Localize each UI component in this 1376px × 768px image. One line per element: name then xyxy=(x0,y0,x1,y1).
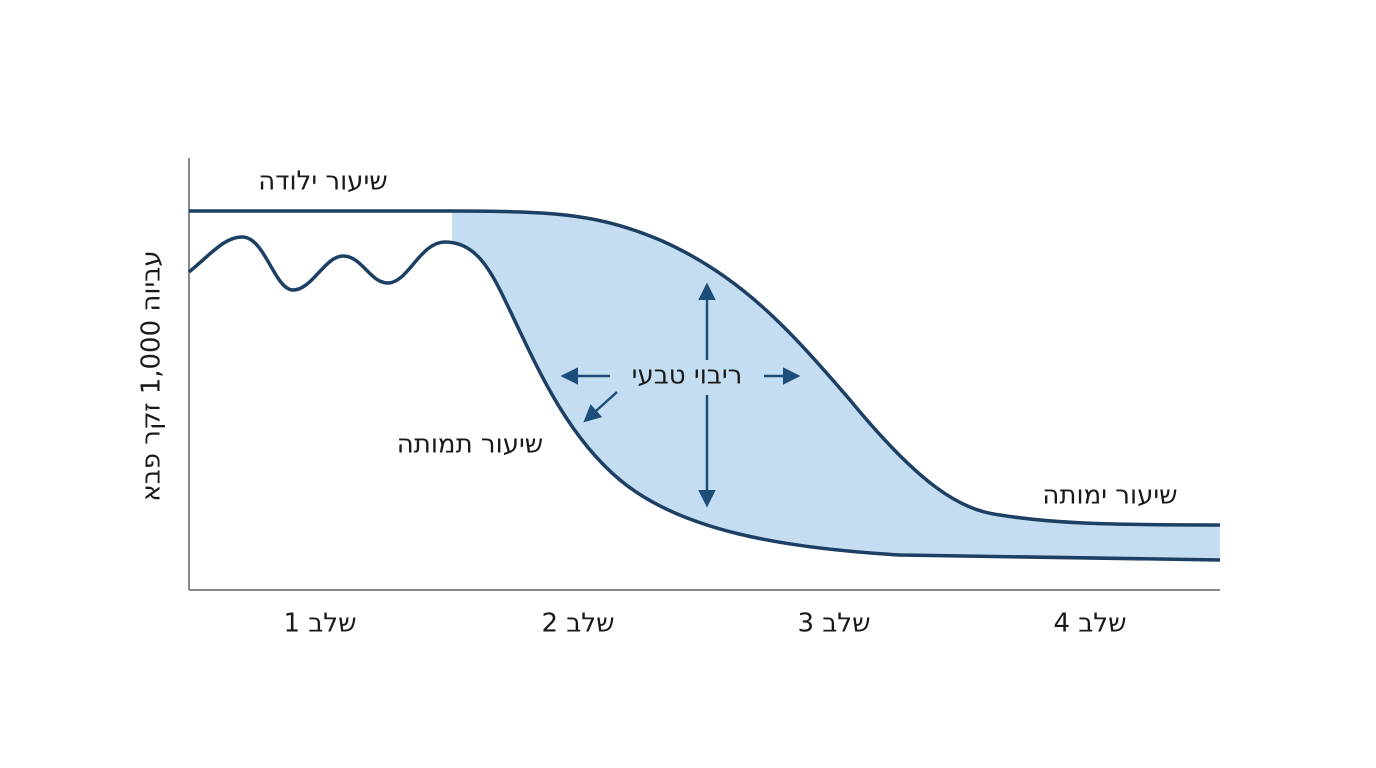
y-axis-label: עביוה 1,000 זקר פבא xyxy=(137,250,167,501)
natural-increase-label: ריבוי טבעי xyxy=(632,361,743,391)
stage-label: שלב 3 xyxy=(797,609,870,639)
death-rate-label-right: שיעור ימותה xyxy=(1042,481,1177,511)
death-rate-curve xyxy=(187,235,1221,562)
birth-rate-label: שיעור ילודה xyxy=(258,167,387,197)
stage-label: שלב 1 xyxy=(283,609,356,639)
arrow xyxy=(583,391,618,423)
stage-label: שלב 4 xyxy=(1053,609,1126,639)
birth-rate-curve xyxy=(189,209,1221,527)
death-rate-label: שיעור תמותה xyxy=(397,430,543,460)
stage-label: שלב 2 xyxy=(541,609,614,639)
